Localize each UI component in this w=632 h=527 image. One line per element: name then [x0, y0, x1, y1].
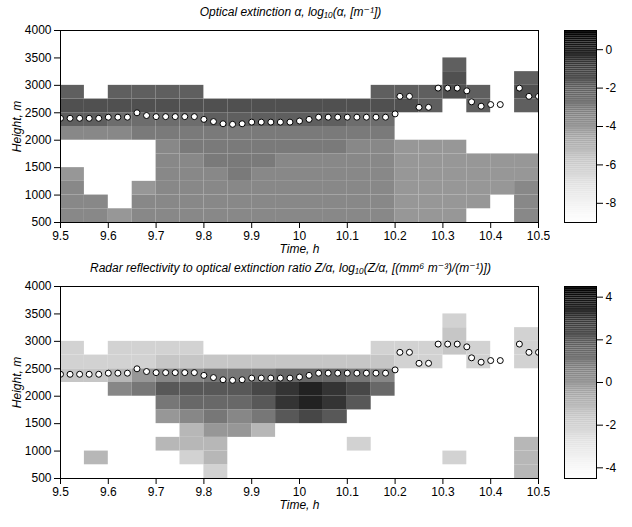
- svg-text:3500: 3500: [25, 307, 52, 321]
- svg-text:2000: 2000: [25, 133, 52, 147]
- svg-text:9.8: 9.8: [196, 485, 213, 499]
- svg-text:3500: 3500: [25, 51, 52, 65]
- svg-text:9.5: 9.5: [52, 485, 69, 499]
- svg-text:Time, h: Time, h: [280, 498, 320, 512]
- svg-text:9.6: 9.6: [100, 485, 117, 499]
- svg-text:10.3: 10.3: [431, 229, 455, 243]
- svg-text:-4: -4: [606, 461, 617, 475]
- svg-text:0: 0: [606, 43, 613, 57]
- svg-text:10: 10: [292, 229, 307, 243]
- svg-text:10.5: 10.5: [527, 485, 550, 499]
- svg-text:9.6: 9.6: [100, 229, 117, 243]
- svg-text:-6: -6: [606, 158, 617, 172]
- svg-text:1500: 1500: [25, 160, 52, 174]
- svg-text:Height, m: Height, m: [10, 357, 24, 408]
- svg-text:Time, h: Time, h: [280, 242, 320, 256]
- svg-text:4000: 4000: [25, 279, 52, 293]
- svg-text:-4: -4: [606, 119, 617, 133]
- svg-text:10.5: 10.5: [527, 229, 550, 243]
- svg-text:10: 10: [292, 485, 307, 499]
- svg-text:9.8: 9.8: [196, 229, 213, 243]
- svg-text:9.7: 9.7: [148, 229, 165, 243]
- svg-text:9.9: 9.9: [243, 229, 260, 243]
- svg-text:2: 2: [606, 333, 613, 347]
- svg-text:-2: -2: [606, 81, 617, 95]
- svg-text:-8: -8: [606, 196, 617, 210]
- svg-text:1500: 1500: [25, 416, 52, 430]
- svg-text:10.4: 10.4: [479, 229, 503, 243]
- svg-text:10.1: 10.1: [336, 485, 360, 499]
- svg-text:10.2: 10.2: [383, 485, 407, 499]
- svg-text:2500: 2500: [25, 362, 52, 376]
- svg-text:2500: 2500: [25, 106, 52, 120]
- svg-text:3000: 3000: [25, 78, 52, 92]
- svg-text:0: 0: [606, 375, 613, 389]
- svg-text:-2: -2: [606, 418, 617, 432]
- svg-text:9.5: 9.5: [52, 229, 69, 243]
- svg-text:Height, m: Height, m: [10, 101, 24, 152]
- svg-text:10.2: 10.2: [383, 229, 407, 243]
- svg-text:500: 500: [31, 471, 51, 485]
- svg-text:1000: 1000: [25, 188, 52, 202]
- svg-text:3000: 3000: [25, 334, 52, 348]
- svg-text:500: 500: [31, 215, 51, 229]
- svg-text:10.4: 10.4: [479, 485, 503, 499]
- svg-text:1000: 1000: [25, 444, 52, 458]
- html-text:Optical extinction α, log₁₀(α,: Optical extinction α, log₁₀(α, [m⁻¹]): [199, 5, 382, 19]
- svg-text:10.3: 10.3: [431, 485, 455, 499]
- svg-text:10.1: 10.1: [336, 229, 360, 243]
- html-text:Radar reflectivity to optical: Radar reflectivity to optical extinction…: [90, 261, 491, 275]
- svg-text:4: 4: [606, 290, 613, 304]
- svg-text:9.9: 9.9: [243, 485, 260, 499]
- svg-text:9.7: 9.7: [148, 485, 165, 499]
- svg-text:4000: 4000: [25, 23, 52, 37]
- svg-text:2000: 2000: [25, 389, 52, 403]
